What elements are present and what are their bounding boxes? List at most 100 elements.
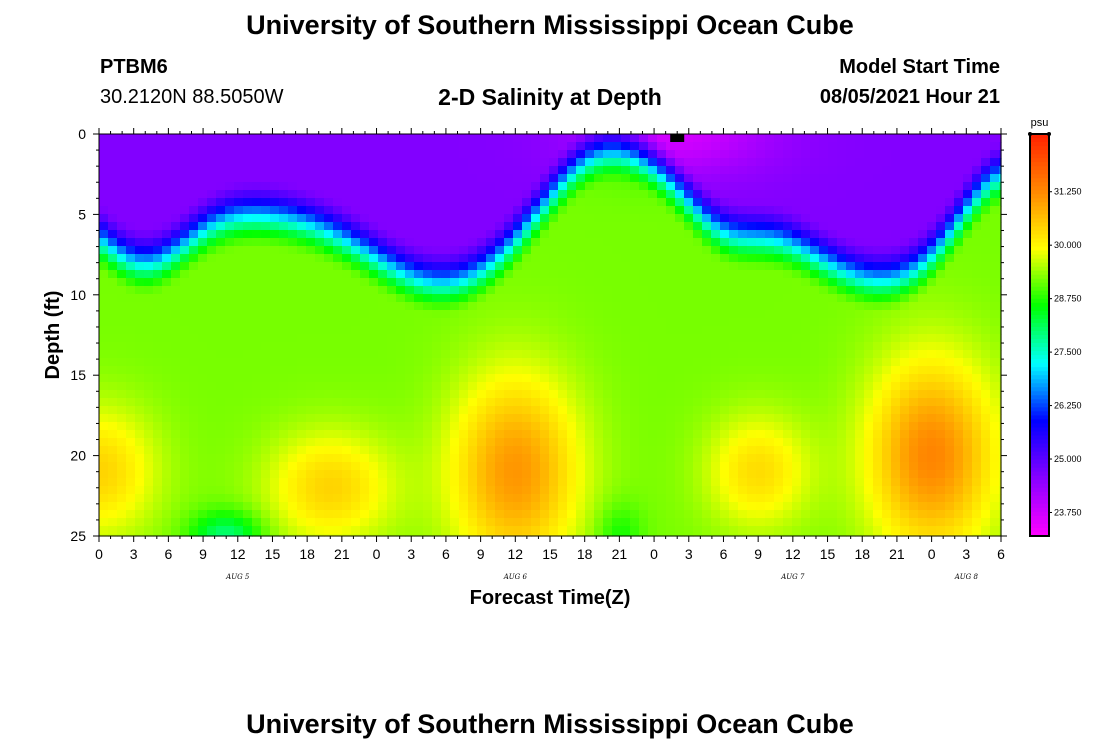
heatmap-cell (261, 150, 271, 159)
heatmap-cell (315, 166, 325, 175)
heatmap-cell (378, 422, 388, 431)
heatmap-cell (288, 446, 298, 455)
heatmap-cell (639, 158, 649, 167)
heatmap-cell (333, 478, 343, 487)
heatmap-cell (405, 454, 415, 463)
heatmap-cell (144, 526, 154, 535)
heatmap-cell (801, 238, 811, 247)
heatmap-cell (396, 342, 406, 351)
heatmap-cell (126, 294, 136, 303)
heatmap-cell (531, 390, 541, 399)
heatmap-cell (387, 222, 397, 231)
heatmap-cell (945, 510, 955, 519)
heatmap-cell (342, 230, 352, 239)
heatmap-cell (657, 262, 667, 271)
heatmap-cell (972, 398, 982, 407)
heatmap-cell (405, 486, 415, 495)
heatmap-cell (189, 310, 199, 319)
heatmap-cell (828, 534, 838, 537)
heatmap-cell (531, 510, 541, 519)
heatmap-cell (810, 502, 820, 511)
heatmap-cell (558, 198, 568, 207)
heatmap-cell (684, 238, 694, 247)
heatmap-cell (630, 254, 640, 263)
heatmap-cell (666, 478, 676, 487)
heatmap-cell (891, 470, 901, 479)
heatmap-cell (351, 174, 361, 183)
heatmap-cell (486, 462, 496, 471)
heatmap-cell (99, 398, 109, 407)
heatmap-cell (225, 462, 235, 471)
heatmap-cell (405, 134, 415, 143)
heatmap-cell (945, 414, 955, 423)
heatmap-cell (540, 326, 550, 335)
heatmap-cell (756, 462, 766, 471)
heatmap-cell (756, 342, 766, 351)
heatmap-cell (963, 422, 973, 431)
heatmap-cell (243, 278, 253, 287)
heatmap-cell (486, 326, 496, 335)
heatmap-cell (135, 134, 145, 143)
heatmap-cell (666, 462, 676, 471)
heatmap-cell (765, 286, 775, 295)
heatmap-cell (261, 382, 271, 391)
heatmap-cell (567, 198, 577, 207)
heatmap-cell (261, 294, 271, 303)
heatmap-cell (567, 518, 577, 527)
heatmap-cell (936, 150, 946, 159)
heatmap-cell (756, 414, 766, 423)
heatmap-cell (630, 174, 640, 183)
heatmap-cell (738, 406, 748, 415)
heatmap-cell (225, 302, 235, 311)
heatmap-cell (243, 510, 253, 519)
heatmap-cell (855, 422, 865, 431)
heatmap-cell (459, 494, 469, 503)
heatmap-cell (783, 518, 793, 527)
heatmap-cell (270, 318, 280, 327)
heatmap-cell (414, 174, 424, 183)
heatmap-cell (162, 326, 172, 335)
heatmap-cell (819, 142, 829, 151)
heatmap-cell (324, 478, 334, 487)
heatmap-cell (459, 518, 469, 527)
heatmap-cell (945, 502, 955, 511)
heatmap-cell (873, 166, 883, 175)
heatmap-cell (648, 390, 658, 399)
heatmap-cell (612, 246, 622, 255)
heatmap-cell (297, 278, 307, 287)
heatmap-cell (297, 174, 307, 183)
heatmap-cell (603, 198, 613, 207)
heatmap-cell (108, 190, 118, 199)
heatmap-cell (657, 286, 667, 295)
heatmap-cell (621, 462, 631, 471)
heatmap-cell (540, 310, 550, 319)
heatmap-cell (720, 430, 730, 439)
heatmap-cell (342, 214, 352, 223)
heatmap-cell (468, 350, 478, 359)
heatmap-cell (864, 278, 874, 287)
heatmap-cell (216, 406, 226, 415)
heatmap-cell (369, 510, 379, 519)
heatmap-cell (504, 510, 514, 519)
heatmap-cell (306, 294, 316, 303)
heatmap-cell (720, 318, 730, 327)
heatmap-cell (729, 406, 739, 415)
heatmap-cell (405, 222, 415, 231)
heatmap-cell (378, 246, 388, 255)
heatmap-cell (693, 286, 703, 295)
heatmap-cell (558, 454, 568, 463)
heatmap-cell (468, 486, 478, 495)
heatmap-cell (459, 454, 469, 463)
heatmap-cell (783, 302, 793, 311)
heatmap-cell (675, 446, 685, 455)
heatmap-cell (765, 342, 775, 351)
heatmap-cell (144, 374, 154, 383)
heatmap-cell (99, 246, 109, 255)
heatmap-cell (504, 534, 514, 537)
heatmap-cell (531, 526, 541, 535)
heatmap-cell (216, 214, 226, 223)
heatmap-cell (504, 134, 514, 143)
heatmap-cell (450, 174, 460, 183)
heatmap-cell (585, 334, 595, 343)
heatmap-cell (639, 374, 649, 383)
